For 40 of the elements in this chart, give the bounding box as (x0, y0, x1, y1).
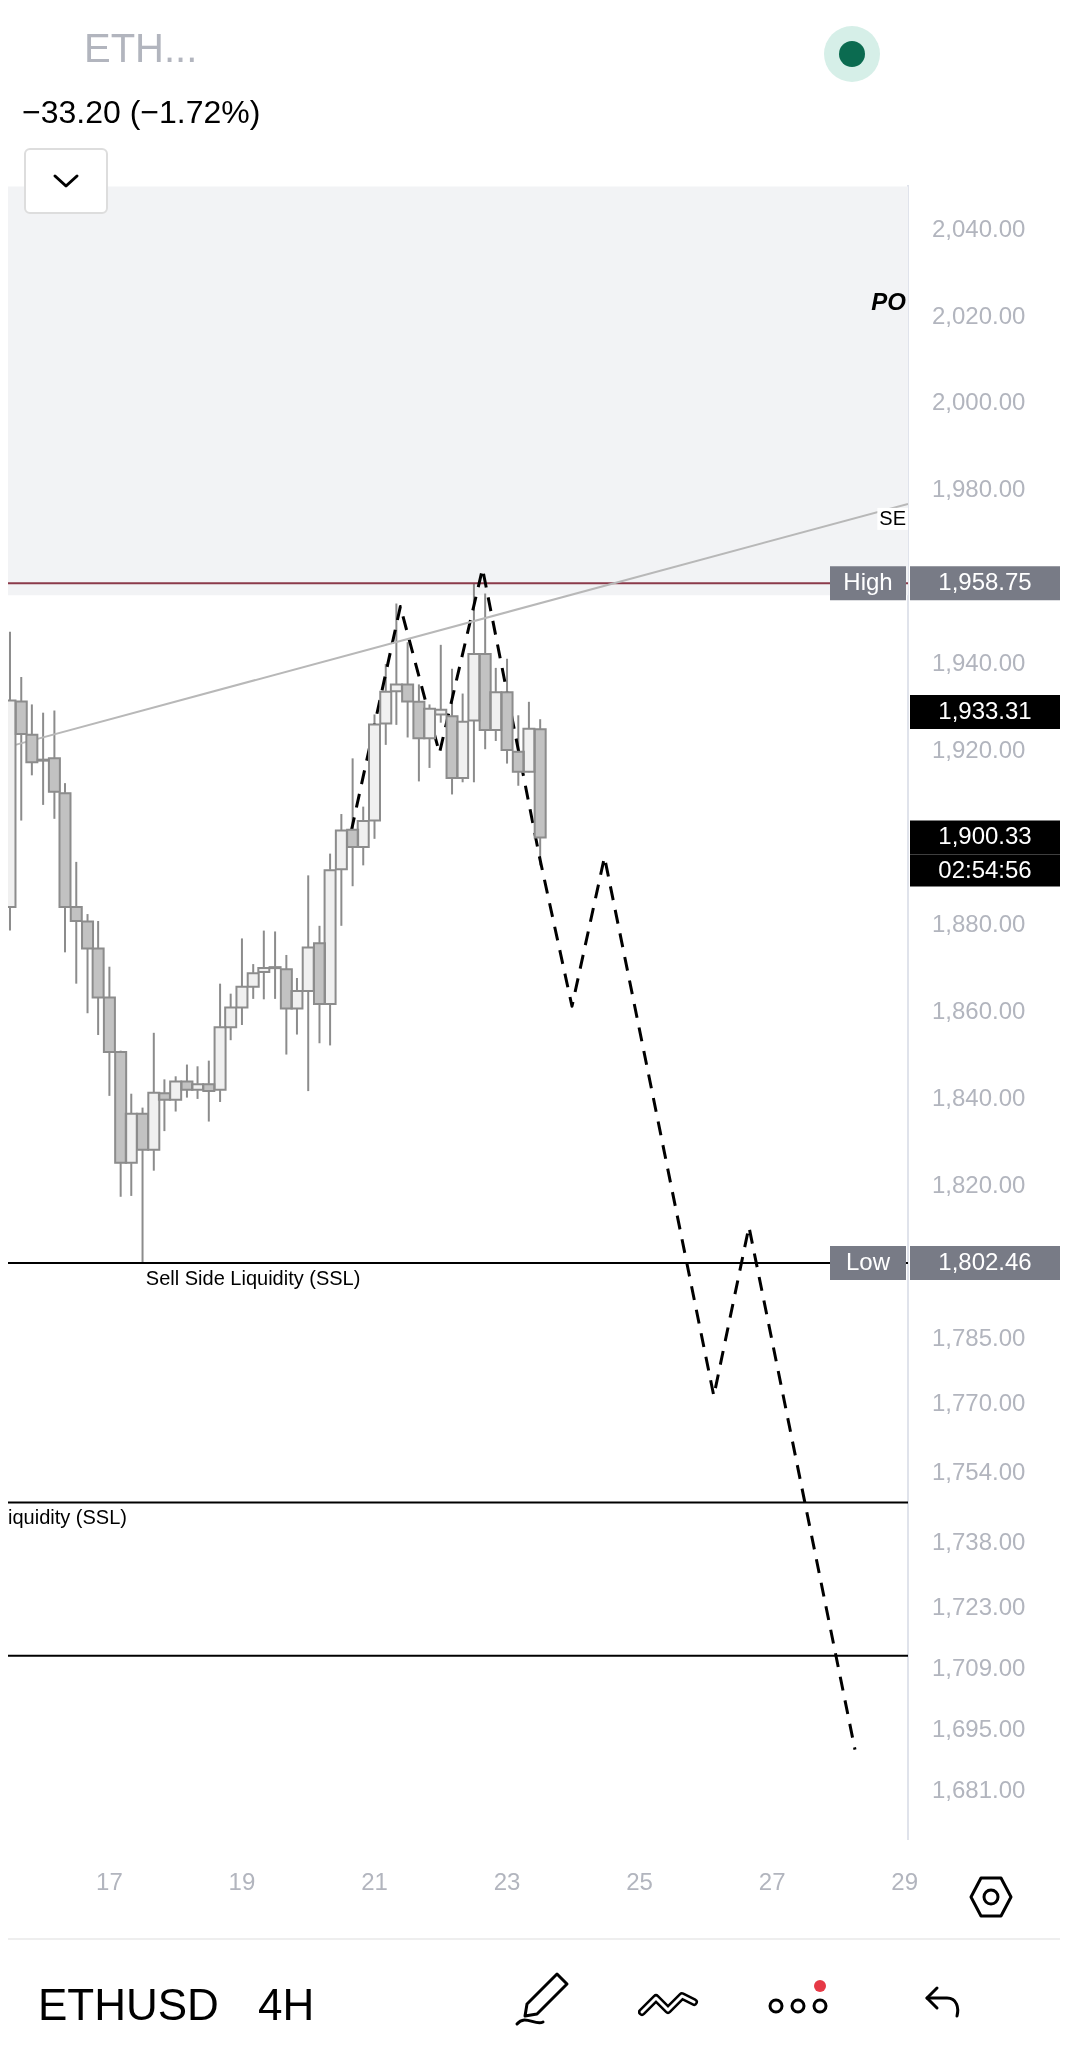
chart-title: ETH... (84, 26, 198, 71)
y-tick-label: 2,040.00 (932, 214, 1026, 242)
text: 1,933.31 (938, 696, 1032, 724)
y-tick-label: 1,681.00 (932, 1775, 1026, 1803)
x-tick-label: 17 (96, 1868, 123, 1896)
y-tick-label: 1,940.00 (932, 649, 1026, 677)
text: 1,958.75 (938, 567, 1032, 595)
x-tick-label: 23 (493, 1868, 521, 1896)
y-tick-label: 1,980.00 (932, 475, 1026, 503)
annotation: SE (879, 507, 906, 530)
y-tick-label: 1,860.00 (932, 997, 1026, 1025)
text: 1,802.46 (938, 1247, 1032, 1275)
text: ETHUSD (38, 1980, 219, 2030)
y-tick-label: 1,820.00 (932, 1171, 1026, 1199)
y-tick-label: 1,723.00 (932, 1593, 1026, 1621)
x-tick-label: 27 (758, 1868, 786, 1896)
y-tick-label: 1,754.00 (932, 1458, 1026, 1486)
y-tick-label: 1,840.00 (932, 1084, 1026, 1112)
y-tick-label: 1,695.00 (932, 1715, 1026, 1743)
y-tick-label: 1,785.00 (932, 1323, 1026, 1351)
y-tick-label: 1,738.00 (932, 1528, 1026, 1556)
y-tick-label: 1,920.00 (932, 736, 1026, 764)
text: 1,900.33 (938, 822, 1032, 850)
x-tick-label: 29 (891, 1868, 919, 1896)
chart-subtitle: −33.20 (−1.72%) (22, 94, 261, 131)
text: 02:54:56 (938, 856, 1032, 884)
x-tick-label: 19 (228, 1868, 256, 1896)
y-tick-label: 2,000.00 (932, 388, 1026, 416)
x-tick-label: 25 (626, 1868, 653, 1896)
x-tick-label: 21 (361, 1868, 388, 1896)
y-tick-label: 1,709.00 (932, 1654, 1026, 1682)
y-tick-label: 1,770.00 (932, 1388, 1026, 1416)
y-tick-label: 1,880.00 (932, 910, 1026, 938)
band-label: PO (871, 288, 907, 316)
annotation: iquidity (SSL) (8, 1506, 127, 1529)
annotation: Sell Side Liquidity (SSL) (145, 1266, 361, 1289)
text: 4H (258, 1980, 315, 2030)
ref-line-label: Low (845, 1247, 891, 1275)
ref-line-label: High (843, 567, 893, 595)
y-tick-label: 2,020.00 (932, 301, 1026, 329)
